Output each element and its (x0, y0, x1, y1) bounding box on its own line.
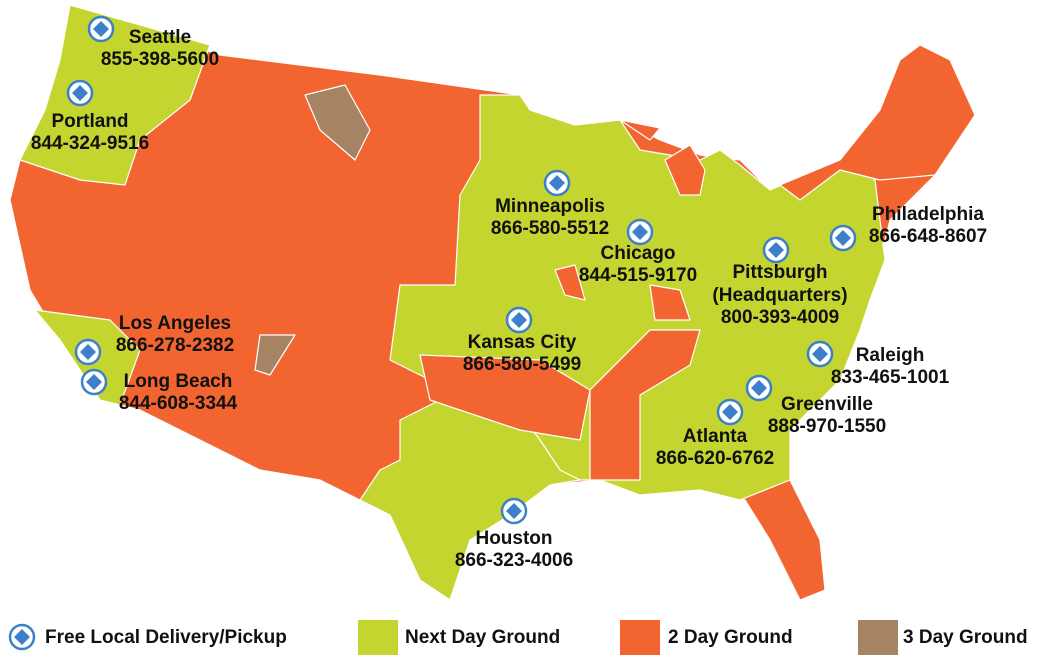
location-name: Greenville (781, 394, 873, 415)
location-name: Portland (51, 111, 128, 132)
region-2day (419, 354, 591, 441)
marker-diamond (632, 224, 648, 240)
location-phone: 866-580-5499 (463, 354, 581, 375)
location-name: Pittsburgh (733, 262, 828, 283)
location-name: Chicago (601, 243, 676, 264)
region-nextday (19, 4, 211, 186)
location-phone: 844-324-9516 (31, 133, 149, 154)
location-phone: 866-323-4006 (455, 550, 573, 571)
location-marker (505, 306, 533, 334)
legend-swatch (858, 620, 898, 655)
legend-swatch (620, 620, 660, 655)
location-name: Philadelphia (872, 204, 984, 225)
marker-diamond (72, 85, 88, 101)
marker-diamond (768, 242, 784, 258)
location-marker (829, 224, 857, 252)
location-note: (Headquarters) (712, 285, 847, 306)
marker-diamond (80, 344, 96, 360)
location-name: Houston (475, 528, 552, 549)
location-marker (806, 340, 834, 368)
location-phone: 866-620-6762 (656, 448, 774, 469)
marker-diamond (722, 404, 738, 420)
location-name: Long Beach (124, 371, 233, 392)
location-marker (745, 374, 773, 402)
location-phone: 855-398-5600 (101, 49, 219, 70)
location-marker (716, 398, 744, 426)
location-marker (500, 497, 528, 525)
legend-label: 2 Day Ground (668, 627, 793, 648)
location-phone: 866-648-8607 (869, 226, 987, 247)
location-marker (74, 338, 102, 366)
location-name: Los Angeles (119, 313, 231, 334)
location-phone: 866-580-5512 (491, 218, 609, 239)
legend-label: Free Local Delivery/Pickup (45, 627, 287, 648)
location-marker (80, 368, 108, 396)
region-2day (619, 119, 661, 141)
marker-diamond (835, 230, 851, 246)
region-3day (254, 334, 296, 376)
region-2day (664, 144, 706, 196)
location-phone: 844-608-3344 (119, 393, 238, 414)
location-marker (87, 15, 115, 43)
location-name: Minneapolis (495, 196, 605, 217)
marker-diamond (549, 175, 565, 191)
location-name: Seattle (129, 27, 191, 48)
location-phone: 888-970-1550 (768, 416, 886, 437)
legend-label: Next Day Ground (405, 627, 560, 648)
location-marker (762, 236, 790, 264)
marker-diamond (93, 21, 109, 37)
region-3day (304, 84, 371, 161)
marker-diamond (506, 503, 522, 519)
legend-swatch (358, 620, 398, 655)
marker-diamond (751, 380, 767, 396)
location-phone: 833-465-1001 (831, 367, 950, 388)
legend-label: 3 Day Ground (903, 627, 1028, 648)
location-marker (543, 169, 571, 197)
marker-diamond (511, 312, 527, 328)
marker-diamond (812, 346, 828, 362)
region-2day (589, 329, 701, 481)
location-phone: 866-278-2382 (116, 335, 234, 356)
location-marker (626, 218, 654, 246)
location-name: Raleigh (856, 345, 925, 366)
region-2day (779, 44, 976, 201)
location-phone: 800-393-4009 (721, 307, 839, 328)
region-2day (554, 264, 586, 301)
location-phone: 844-515-9170 (579, 265, 697, 286)
marker-diamond (86, 374, 102, 390)
region-2day (649, 284, 691, 321)
location-name: Kansas City (468, 332, 577, 353)
location-marker (8, 623, 36, 651)
location-marker (66, 79, 94, 107)
location-name: Atlanta (683, 426, 748, 447)
marker-diamond (14, 629, 30, 645)
